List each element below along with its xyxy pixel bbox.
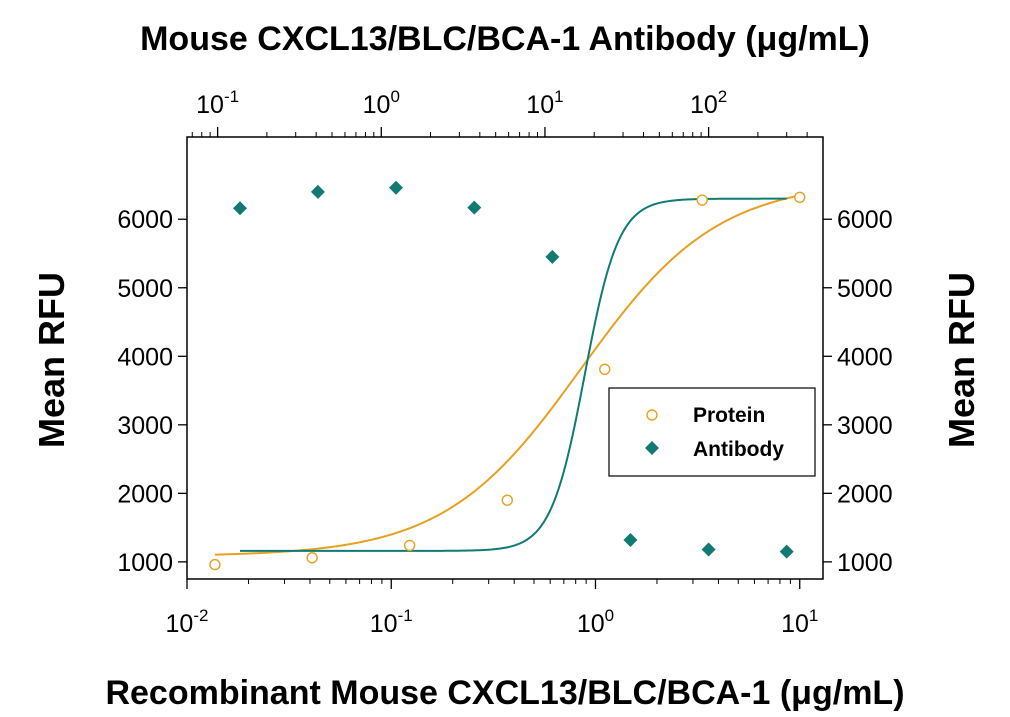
ticks-layer: 10-2 10-1 100 101 10-1 100 101 102 1000 1000 2000 2… <box>117 87 892 638</box>
point-protein <box>696 194 708 206</box>
bottom-axis-tick-label: 10-1 <box>370 606 413 638</box>
top-axis-tick-label: 10-1 <box>196 87 239 119</box>
right-axis-tick-label: 6000 <box>837 206 893 234</box>
point-antibody <box>623 532 638 547</box>
point-antibody <box>545 249 560 264</box>
fit-curve-antibody <box>239 197 787 552</box>
point-protein <box>306 552 318 564</box>
fit-curves <box>214 194 800 556</box>
bottom-axis-title: Recombinant Mouse CXCL13/BLC/BCA-1 (μg/m… <box>105 674 904 712</box>
point-protein <box>501 494 513 506</box>
point-protein <box>794 191 806 204</box>
left-axis-title: Mean RFU <box>31 272 72 448</box>
bottom-axis-tick-label: 101 <box>781 606 818 638</box>
top-axis-tick-label: 101 <box>526 87 563 119</box>
legend-box <box>608 387 816 477</box>
right-axis-tick-label: 2000 <box>837 480 893 508</box>
legend-label-protein: Protein <box>693 404 765 427</box>
point-antibody <box>388 180 403 195</box>
top-axis-tick-label: 100 <box>363 87 400 119</box>
point-antibody <box>779 544 794 559</box>
right-axis-tick-label: 5000 <box>837 275 893 303</box>
left-axis-tick-label: 1000 <box>117 549 173 577</box>
bottom-axis-tick-label: 100 <box>577 606 614 638</box>
legend-marker-antibody <box>645 441 659 455</box>
top-axis-tick-label: 102 <box>690 87 727 119</box>
legend-label-antibody: Antibody <box>693 438 784 461</box>
bottom-axis-tick-label: 10-2 <box>166 606 209 638</box>
fit-curve-protein <box>214 194 800 556</box>
point-protein <box>403 539 416 552</box>
right-axis-tick-label: 3000 <box>837 412 893 440</box>
right-axis-title: Mean RFU <box>941 272 982 448</box>
plot-frame <box>186 136 824 580</box>
legend-marker-protein <box>646 409 658 421</box>
point-antibody <box>467 200 482 215</box>
point-protein <box>209 558 221 571</box>
point-antibody <box>701 542 716 557</box>
top-axis-title: Mouse CXCL13/BLC/BCA-1 Antibody (μg/mL) <box>140 20 870 58</box>
legend: Protein Antibody <box>608 387 816 477</box>
point-protein <box>599 363 611 376</box>
left-axis-tick-label: 3000 <box>117 412 173 440</box>
data-points <box>209 180 806 571</box>
point-antibody <box>232 201 247 216</box>
left-axis-tick-label: 5000 <box>117 275 173 303</box>
right-axis-tick-label: 1000 <box>837 549 893 577</box>
left-axis-tick-label: 2000 <box>117 480 173 508</box>
left-axis-tick-label: 4000 <box>117 343 173 371</box>
right-axis-tick-label: 4000 <box>837 343 893 371</box>
point-antibody <box>310 184 325 199</box>
left-axis-tick-label: 6000 <box>117 206 173 234</box>
